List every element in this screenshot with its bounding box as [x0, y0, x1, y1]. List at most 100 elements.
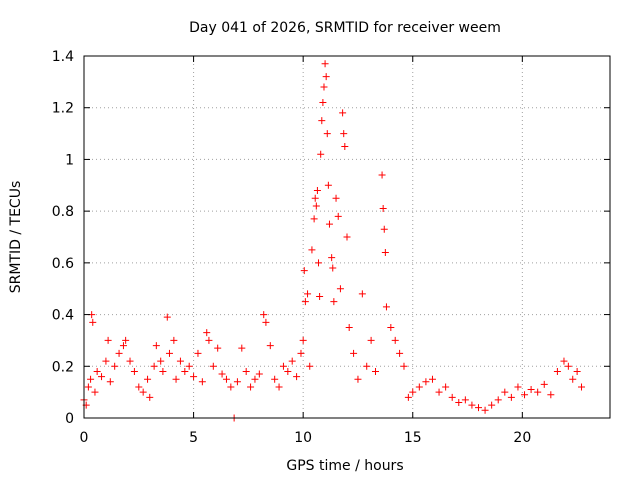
- data-point: [308, 246, 316, 254]
- data-point: [146, 393, 154, 401]
- data-point: [279, 362, 287, 370]
- data-point: [341, 143, 349, 150]
- data-point: [203, 329, 211, 337]
- data-point: [299, 336, 307, 344]
- data-point: [578, 383, 586, 391]
- data-point: [266, 342, 274, 350]
- data-point: [233, 378, 241, 386]
- data-point: [569, 375, 577, 383]
- axis-ticks: 0 5 10 15 20 0 0.2 0.4 0.6 0.8 1 1.2 1.4: [52, 49, 610, 446]
- x-tick-label: 15: [404, 430, 422, 446]
- data-point: [176, 357, 184, 365]
- data-point: [310, 215, 318, 223]
- y-tick-label: 0.4: [52, 308, 74, 324]
- data-point: [312, 202, 320, 210]
- data-point: [98, 373, 106, 381]
- data-point: [428, 375, 436, 383]
- data-point: [334, 212, 342, 220]
- data-point: [322, 73, 330, 81]
- data-point: [540, 380, 548, 388]
- data-point: [435, 388, 443, 396]
- data-point: [321, 60, 329, 68]
- data-point: [332, 194, 340, 202]
- data-point: [494, 396, 502, 404]
- x-tick-label: 20: [513, 430, 531, 446]
- data-point: [343, 233, 351, 241]
- data-point: [367, 336, 375, 344]
- data-point: [481, 406, 489, 414]
- data-point: [227, 383, 235, 391]
- data-point: [130, 367, 138, 375]
- y-tick-label: 0.8: [52, 204, 74, 220]
- y-axis-label: SRMTID / TECUs: [8, 181, 24, 294]
- data-point: [371, 367, 379, 375]
- data-point: [102, 357, 110, 365]
- data-point: [553, 367, 561, 375]
- data-point: [293, 373, 301, 381]
- data-point: [157, 357, 165, 365]
- y-tick-label: 0.2: [52, 359, 74, 375]
- data-point: [214, 344, 222, 352]
- data-point: [242, 367, 250, 375]
- data-point: [93, 367, 101, 375]
- data-point: [198, 378, 206, 386]
- data-point: [218, 370, 226, 378]
- plot-frame: [83, 55, 611, 419]
- data-point: [461, 396, 469, 404]
- data-point: [262, 318, 270, 326]
- data-point: [159, 367, 167, 375]
- data-point: [152, 342, 160, 350]
- data-point: [340, 130, 348, 138]
- data-point: [324, 181, 332, 189]
- data-point: [358, 290, 366, 298]
- x-axis-label: GPS time / hours: [286, 458, 403, 474]
- data-point: [306, 362, 314, 370]
- data-point: [185, 362, 193, 370]
- data-point: [304, 290, 312, 298]
- data-point: [284, 367, 292, 375]
- data-point: [172, 375, 180, 383]
- data-point: [380, 225, 388, 233]
- data-point: [275, 383, 283, 391]
- data-point: [317, 150, 325, 158]
- data-point: [163, 313, 171, 321]
- data-point: [363, 362, 371, 370]
- x-tick-label: 5: [189, 430, 198, 446]
- data-point: [288, 357, 296, 365]
- y-tick-label: 0.6: [52, 256, 74, 272]
- data-point: [144, 375, 152, 383]
- data-points: [80, 60, 586, 422]
- data-point: [345, 324, 353, 331]
- data-point: [150, 362, 158, 370]
- data-point: [378, 171, 386, 179]
- data-point: [297, 349, 305, 357]
- data-point: [194, 349, 202, 357]
- data-point: [382, 303, 390, 311]
- data-point: [415, 383, 423, 391]
- data-point: [115, 349, 123, 357]
- y-tick-label: 1.2: [52, 101, 74, 117]
- data-point: [89, 318, 97, 326]
- data-point: [422, 378, 430, 386]
- data-point: [181, 367, 189, 375]
- x-tick-label: 10: [294, 430, 312, 446]
- data-point: [573, 367, 581, 375]
- data-point: [260, 311, 268, 319]
- chart-title: Day 041 of 2026, SRMTID for receiver wee…: [189, 20, 501, 36]
- data-point: [350, 349, 358, 357]
- data-point: [139, 388, 147, 396]
- data-point: [325, 220, 333, 228]
- data-point: [336, 285, 344, 293]
- data-point: [400, 362, 408, 370]
- data-point: [255, 370, 263, 378]
- data-point: [507, 393, 515, 401]
- data-point: [170, 336, 178, 344]
- data-point: [316, 292, 324, 300]
- data-point: [122, 336, 130, 344]
- data-point: [87, 375, 95, 383]
- data-point: [209, 362, 217, 370]
- data-point: [165, 349, 173, 357]
- data-point: [404, 393, 412, 401]
- y-tick-label: 1.4: [52, 49, 74, 65]
